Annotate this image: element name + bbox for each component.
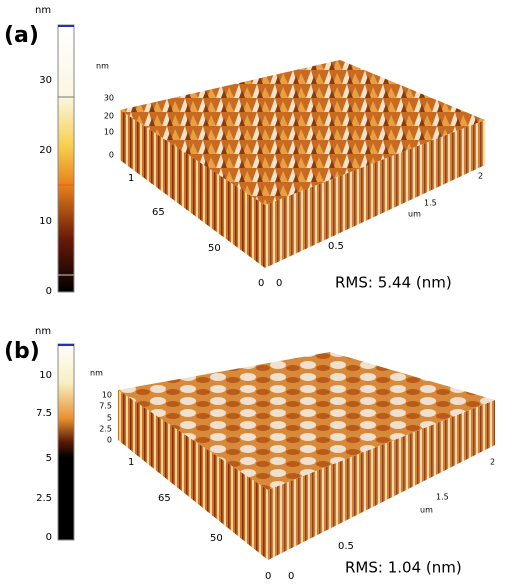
axis-label: 50	[208, 243, 221, 254]
colorbar-tick: 5	[46, 453, 52, 464]
z-tick: 30	[104, 94, 114, 103]
colorbar	[57, 24, 75, 293]
rms: RMS: 5.44 (nm)	[335, 274, 452, 292]
axis-label: um	[408, 210, 421, 219]
z-tick: 10	[102, 391, 112, 400]
z-tick: 2.5	[99, 425, 112, 434]
surface-top	[120, 60, 485, 205]
colorbar-unit: nm	[35, 326, 51, 337]
surface-side	[268, 400, 495, 560]
z-tick: 10	[104, 128, 114, 137]
z-tick: 20	[104, 112, 114, 121]
axis-label: 1	[128, 173, 134, 184]
axis-label: 1	[128, 457, 134, 468]
z-tick: 0	[107, 436, 112, 445]
axis-label: 0	[265, 571, 271, 582]
axis-label: 0	[258, 278, 264, 289]
colorbar-tick: 10	[39, 216, 52, 227]
axis-label: 1.5	[424, 199, 437, 208]
surface-side	[120, 110, 265, 268]
axis-label: 0.5	[328, 241, 344, 252]
panel-label: (b)	[4, 339, 40, 364]
axis-label: 65	[158, 493, 171, 504]
colorbar-tick: 7.5	[36, 408, 52, 419]
colorbar-tick: 0	[46, 286, 52, 297]
surface-top	[118, 352, 495, 490]
panel-label: (a)	[4, 23, 39, 48]
axis-label: 1.5	[436, 493, 449, 502]
z-tick: 0	[109, 151, 114, 160]
colorbar	[57, 343, 75, 541]
surface-side	[265, 120, 485, 268]
colorbar-tick: 0	[46, 532, 52, 543]
colorbar-unit: nm	[35, 5, 51, 16]
rms: RMS: 1.04 (nm)	[345, 559, 462, 577]
colorbar-tick: 20	[39, 145, 52, 156]
colorbar-tick: 2.5	[36, 493, 52, 504]
axis-label: 50	[210, 533, 223, 544]
z-tick: 7.5	[99, 402, 112, 411]
axis-label: 0	[288, 571, 294, 582]
axis-label: um	[420, 506, 433, 515]
z-unit: nm	[90, 369, 103, 378]
axis-label: 65	[152, 207, 165, 218]
colorbar-tick: 10	[39, 370, 52, 381]
axis-label: 0.5	[338, 541, 354, 552]
axis-label: 0	[276, 278, 282, 289]
axis-label: 2	[478, 172, 483, 181]
z-tick: 5	[107, 414, 112, 423]
surface-side	[118, 390, 268, 560]
colorbar-tick: 30	[39, 75, 52, 86]
axis-label: 2	[490, 458, 495, 467]
z-unit: nm	[96, 62, 109, 71]
